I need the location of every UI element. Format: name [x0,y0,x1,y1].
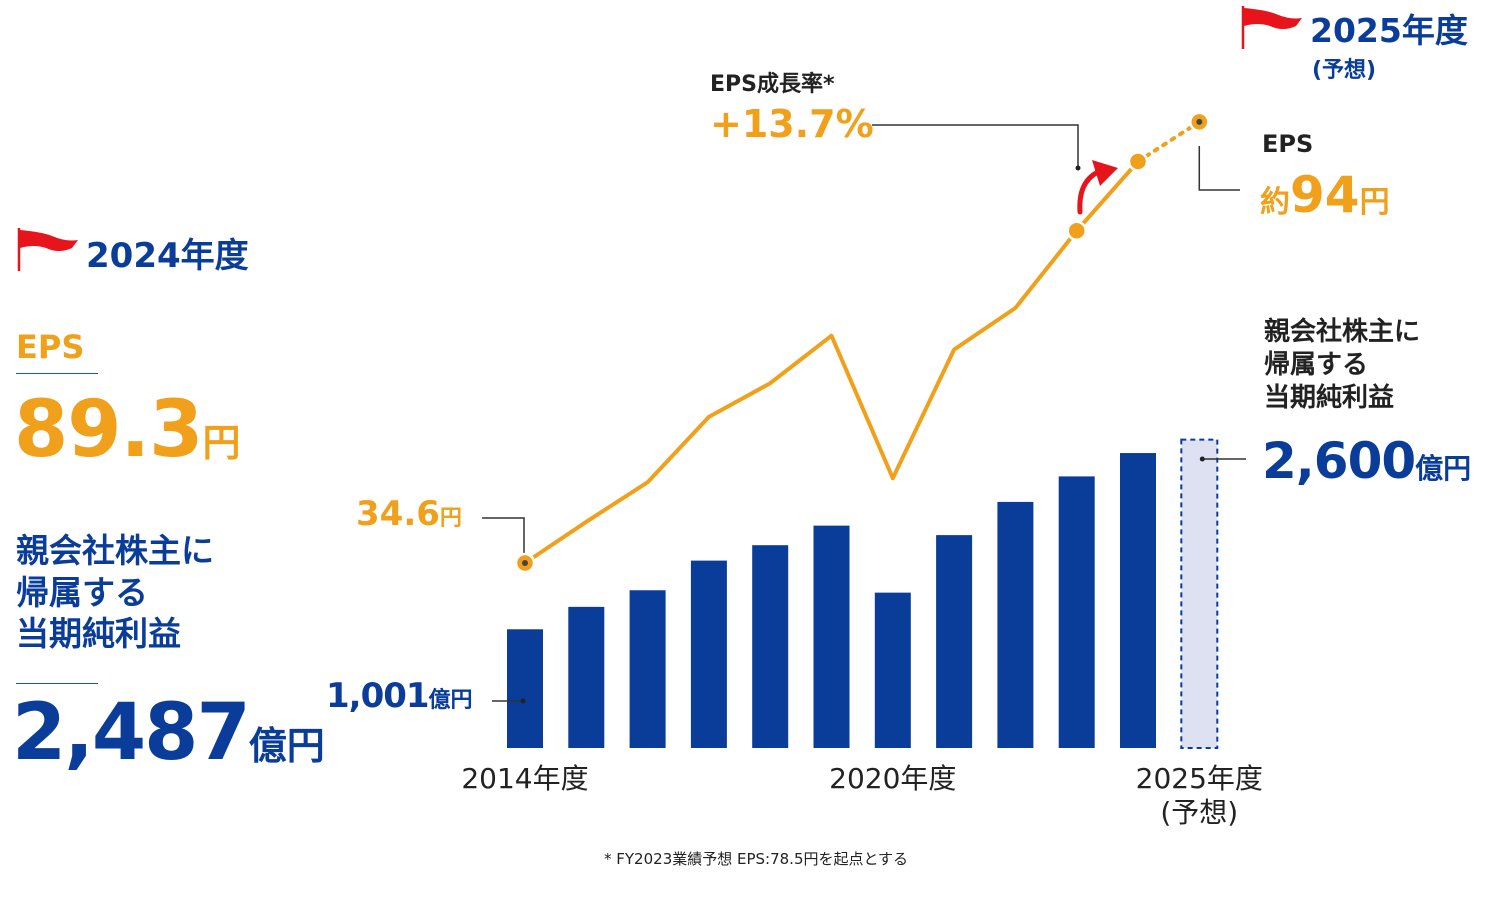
x-tick-text: 2020年度 [829,762,957,795]
flag-2024-icon [17,228,78,271]
eps-2025-prefix: 約 [1260,185,1290,220]
flag-2025-icon [1241,6,1302,49]
eps-growth-leader [872,124,1079,167]
eps-2024-label: EPS [16,328,85,366]
profit-start-label: 1,001億円 [326,676,473,716]
x-tick-label: 2020年度 [813,762,973,796]
eps-2024-value: 89.3円 [14,385,240,475]
eps-start-label: 34.6円 [356,494,462,534]
eps-line-series [514,111,1210,574]
profit-start-dot [520,698,526,704]
eps-2025-number: 94 [1290,166,1360,224]
profit-2024-unit: 億円 [248,724,325,768]
bar [629,590,666,748]
bar-series [507,438,1219,749]
eps-growth-dot [1075,165,1081,171]
eps-start-center-dot [522,560,528,566]
profit-start-unit: 億円 [428,688,473,713]
eps-2025-leader [1198,146,1240,191]
profit-2025-value: 2,600億円 [1262,432,1471,490]
eps-line [523,160,1140,565]
profit-2024-label: 親会社株主に 帰属する 当期純利益 [16,530,214,655]
bar [507,629,543,748]
eps-2025-value: 約94円 [1260,166,1390,224]
bar [1120,453,1156,748]
eps-end-center-dot [1196,118,1203,125]
x-tick-sub: (予想) [1160,795,1239,829]
profit-2025-label: 親会社株主に 帰属する 当期純利益 [1264,316,1420,414]
profit-2025-label-line: 親会社株主に [1264,317,1421,347]
year-2025-label: 2025年度 [1310,11,1468,50]
profit-start-number: 1,001 [326,676,430,716]
profit-label-line: 当期純利益 [16,614,181,654]
eps-start-unit: 円 [439,506,462,531]
x-tick-text: 2025年度 [1135,762,1263,795]
eps-2025-unit: 円 [1359,185,1390,220]
eps-start-number: 34.6 [356,494,440,534]
eps-2024-unit: 円 [202,421,240,465]
annotations [482,124,1246,704]
bar [568,606,605,748]
profit-2025-dot [1199,456,1205,462]
bar [690,560,727,748]
eps-line-forecast [1136,119,1202,164]
x-tick-label: 2025年度 (予想) [1119,762,1279,829]
eps-2025-label: EPS [1262,130,1314,158]
year-2024-label: 2024年度 [86,236,249,276]
bar [1058,476,1095,748]
profit-2024-value: 2,487億円 [12,688,325,778]
eps-start-leader [482,517,525,555]
profit-2025-label-line: 帰属する [1264,349,1369,380]
profit-2024-number: 2,487 [12,688,251,778]
eps-2024-number: 89.3 [14,385,203,475]
eps-point [1066,220,1087,242]
eps-label-divider [16,373,98,374]
footnote: * FY2023業績予想 EPS:78.5円を起点とする [604,850,909,868]
profit-2025-label-line: 当期純利益 [1264,382,1395,413]
eps-point [1127,151,1149,172]
x-tick-label: 2014年度 [445,762,605,796]
x-tick-text: 2014年度 [461,762,589,795]
bar [813,525,850,748]
profit-label-line: 帰属する [16,572,148,612]
profit-2025-unit: 億円 [1415,452,1472,485]
growth-arrow-head [1092,160,1118,186]
profit-2025-number: 2,600 [1262,432,1416,490]
growth-arrow-icon [1077,169,1101,215]
year-2025-sub-label: (予想) [1312,58,1377,83]
bar-forecast [1180,438,1219,749]
profit-label-line: 親会社株主に [16,531,214,570]
bar [997,501,1034,748]
eps-growth-label: EPS成長率* [710,72,835,97]
eps-growth-value: +13.7% [710,102,874,146]
profit-label-divider [16,683,98,684]
bar [874,592,911,748]
bar [752,545,789,748]
bar [936,535,973,748]
